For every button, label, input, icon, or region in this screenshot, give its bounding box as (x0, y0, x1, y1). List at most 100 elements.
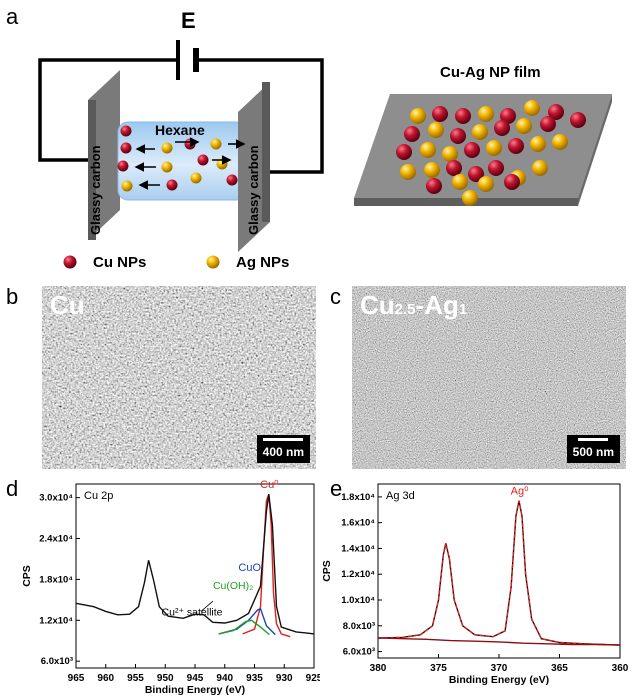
scale-bar-cu: 400 nm (256, 435, 310, 463)
cu-legend-label: Cu NPs (93, 254, 147, 271)
series-line (75, 494, 315, 635)
ag-nanoparticle (442, 146, 458, 162)
np-film-particles (396, 100, 586, 206)
plot-frame (75, 483, 315, 669)
ag-nanoparticle (462, 190, 478, 206)
series-line (377, 500, 621, 646)
peak-annotation: CuO (238, 562, 261, 574)
ag-nanoparticle (524, 100, 540, 116)
x-tick-label: 955 (127, 673, 144, 684)
series-line (218, 619, 270, 636)
cu-nanoparticle (548, 104, 564, 120)
y-tick-label: 6.0x10³ (343, 647, 375, 658)
y-tick-label: 1.2x10⁴ (39, 615, 73, 626)
cu-nanoparticle (570, 112, 586, 128)
x-tick-label: 930 (276, 673, 293, 684)
sem-cu-title: Cu (50, 290, 85, 320)
circuit-wire (38, 58, 324, 174)
cu-nanoparticle (450, 128, 466, 144)
y-tick-label: 8.0x10³ (343, 621, 375, 632)
ag-legend-swatch (206, 255, 220, 269)
ag-legend-label: Ag NPs (236, 254, 290, 271)
sem-cuag-title-sub1: 2.5 (394, 301, 416, 318)
y-tick-label: 3.0x10⁴ (39, 493, 73, 504)
migration-arrows (134, 137, 246, 190)
sem-cuag-title-sub2: 1 (458, 301, 468, 318)
ag-nanoparticle (516, 118, 532, 134)
ag-nanoparticle (400, 164, 416, 180)
cu-nanoparticle (464, 142, 480, 158)
x-axis-label: Binding Energy (eV) (449, 674, 549, 686)
ag-nanoparticle (420, 142, 436, 158)
film-title: Cu-Ag NP film (440, 64, 541, 81)
panel-c-letter: c (330, 284, 341, 309)
cu-nanoparticle (468, 166, 484, 182)
right-electrode (238, 82, 270, 252)
y-tick-label: 1.8x10⁴ (39, 574, 73, 585)
peak-annotation: Cu⁰ (260, 479, 279, 491)
xps-ag3d-chart: 380 375 370 365 360 6.0x10³ 8.0x10³ 1.0x10⁴ 1.2x… (321, 483, 629, 686)
ag-nanoparticle (428, 122, 444, 138)
panel-e-letter: e (330, 476, 343, 501)
cu-nanoparticle (404, 126, 420, 142)
ag-nanoparticle (410, 108, 426, 124)
particle-legend (63, 255, 220, 269)
x-tick-label: 965 (68, 673, 85, 684)
x-tick-label: 365 (551, 663, 568, 674)
ag-nanoparticle (478, 106, 494, 122)
cu-nanoparticle (446, 160, 462, 176)
cu-nanoparticle (504, 174, 520, 190)
cu-nanoparticle (488, 160, 504, 176)
field-label: E (181, 8, 196, 33)
y-tick-label: 1.6x10⁴ (341, 518, 375, 529)
sem-image-cu: Cu 400 nm (42, 286, 316, 469)
peak-annotation: Ag⁰ (511, 485, 529, 497)
y-tick-label: 2.4x10⁴ (39, 534, 73, 545)
x-tick-label: 940 (216, 673, 233, 684)
x-tick-label: 375 (430, 663, 447, 674)
y-axis-label: CPS (21, 565, 33, 587)
ag-nanoparticle (530, 136, 546, 152)
spectrum-region-label: Ag 3d (386, 490, 415, 502)
peak-annotation: Cu²⁺ satellite (162, 607, 223, 619)
series-line (218, 607, 276, 636)
x-tick-label: 950 (157, 673, 174, 684)
panel-d-letter: d (6, 476, 19, 501)
cu-nanoparticle (426, 178, 442, 194)
xps-cu2p-chart: 965 960 955 950 945 940 935 930 925 6.0x10³ 1.2x10… (21, 479, 320, 696)
sem-cuag-title-cu: Cu (360, 290, 395, 320)
left-electrode (88, 70, 120, 240)
right-electrode-label: Glassy carbon (246, 145, 261, 235)
cu-nanoparticle (455, 108, 471, 124)
electrophoresis-schematic: E Glassy carbon Hexane Glassy carbon (38, 8, 612, 269)
y-tick-label: 1.2x10⁴ (341, 569, 375, 580)
x-tick-label: 960 (97, 673, 114, 684)
y-tick-label: 1.4x10⁴ (341, 543, 375, 554)
x-tick-label: 925 (306, 673, 320, 684)
y-axis-label: CPS (321, 560, 333, 582)
peak-annotation: Cu(OH)₂ (213, 580, 253, 592)
battery-symbol (176, 40, 199, 80)
panel-b-letter: b (6, 284, 19, 309)
scale-bar-cuag: 500 nm (566, 435, 620, 463)
solvent-label: Hexane (155, 122, 205, 138)
ag-nanoparticle (486, 140, 502, 156)
sem-image-cuag: Cu2.5-Ag1 500 nm (352, 286, 626, 469)
ag-nanoparticle (424, 162, 440, 178)
x-tick-label: 380 (370, 663, 387, 674)
cu-nanoparticle (396, 144, 412, 160)
left-electrode-label: Glassy carbon (88, 145, 103, 235)
plot-frame (377, 483, 621, 659)
cu-nanoparticle (494, 120, 510, 136)
cu-nanoparticle (500, 108, 516, 124)
scale-bar-cuag-label: 500 nm (572, 445, 614, 459)
cu-nanoparticle (508, 138, 524, 154)
cu-nanoparticle (432, 106, 448, 122)
y-tick-label: 1.8x10⁴ (341, 492, 375, 503)
series-line (377, 500, 621, 646)
spectrum-region-label: Cu 2p (84, 490, 113, 502)
x-axis-label: Binding Energy (eV) (145, 684, 245, 696)
sem-cuag-title-ag: -Ag (415, 290, 459, 320)
cu-nanoparticle (540, 116, 556, 132)
annotation-leader (200, 600, 214, 612)
